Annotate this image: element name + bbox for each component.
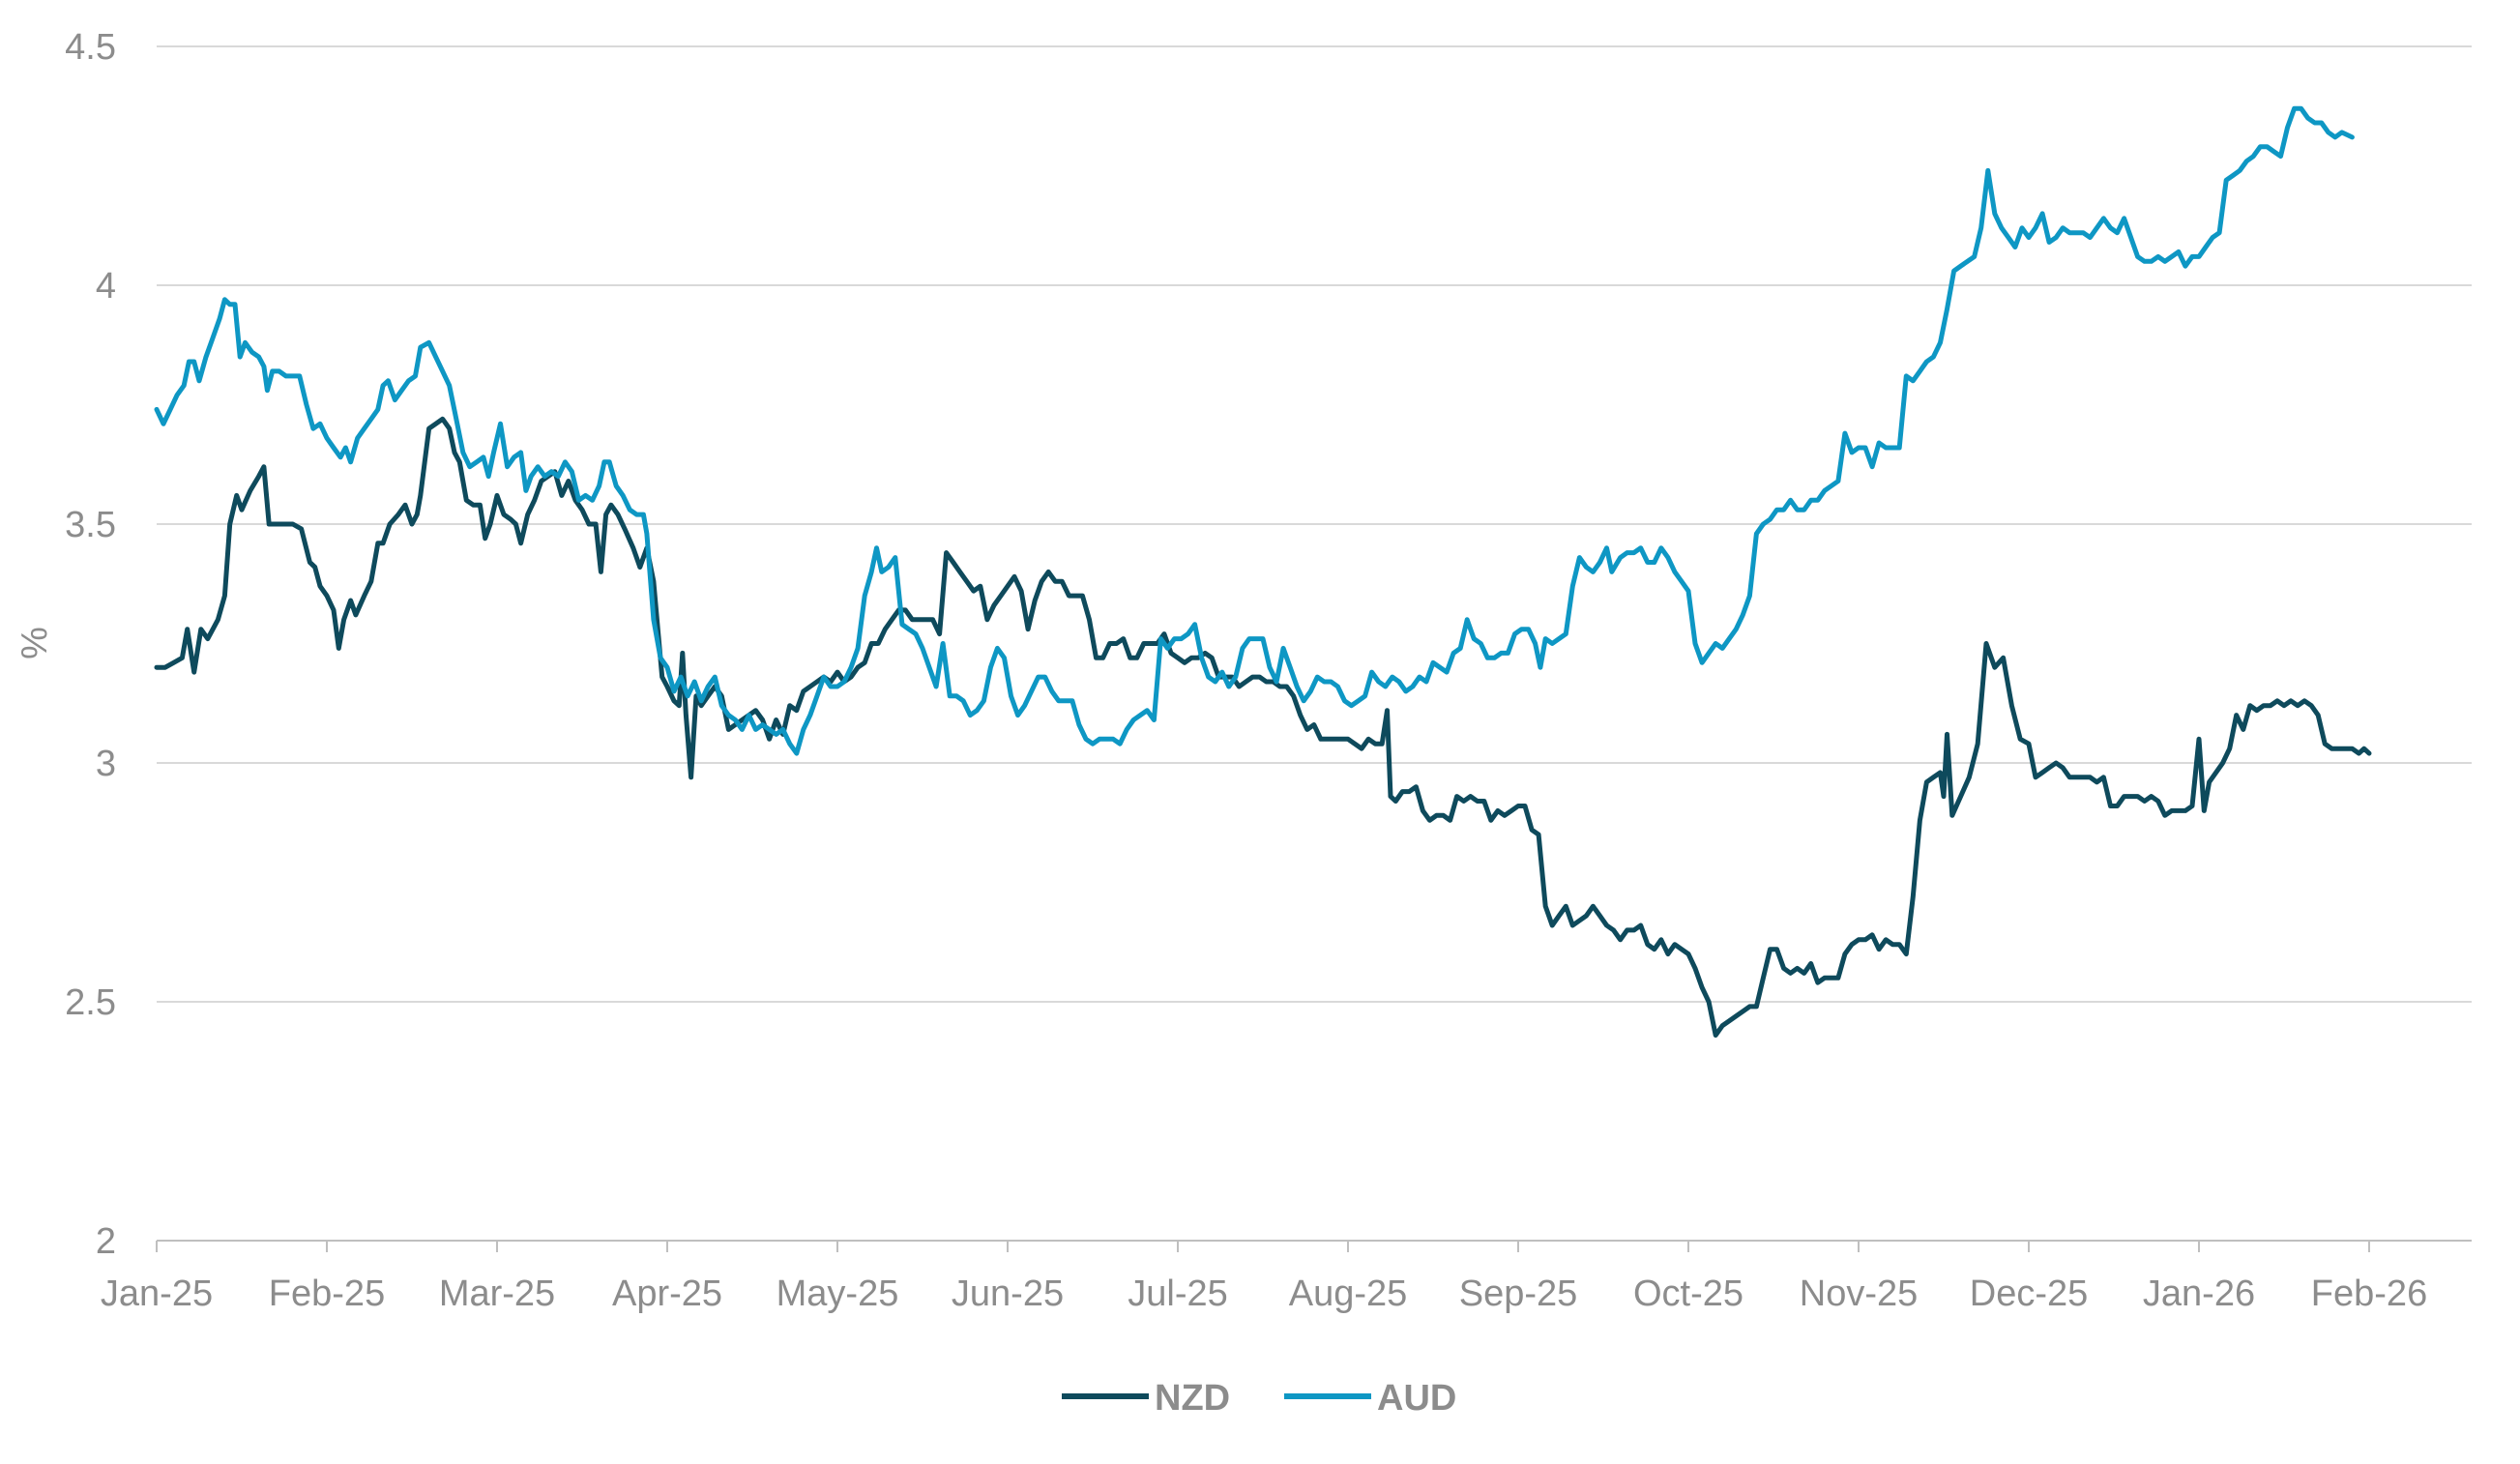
x-tick-label: Jan-26 — [2143, 1274, 2255, 1314]
legend: NZD AUD — [1062, 1378, 1456, 1419]
x-tick-label: Mar-25 — [439, 1274, 555, 1314]
series-lines — [154, 105, 2372, 1039]
x-tick-label: May-25 — [777, 1274, 899, 1314]
x-tick-label: Dec-25 — [1970, 1274, 2089, 1314]
y-tick-label: 3 — [96, 744, 116, 784]
legend-label-aud: AUD — [1377, 1378, 1456, 1419]
x-tick-label: Aug-25 — [1289, 1274, 1408, 1314]
series-line-aud — [154, 105, 2355, 756]
x-tick-label: Jun-25 — [952, 1274, 1064, 1314]
y-tick-label: 4 — [96, 266, 116, 307]
y-axis-ticks: 2 2.5 3 3.5 4 4.5 — [65, 27, 116, 1262]
x-axis: Jan-25 Feb-25 Mar-25 Apr-25 May-25 Jun-25 Jul-… — [101, 1240, 2472, 1314]
x-tick-label: Sep-25 — [1459, 1274, 1578, 1314]
x-tick-label: Feb-26 — [2311, 1274, 2427, 1314]
gridlines — [157, 45, 2472, 1003]
y-tick-label: 4.5 — [65, 27, 116, 68]
legend-label-nzd: NZD — [1155, 1378, 1230, 1419]
y-axis-title: % — [15, 627, 55, 659]
series-line-nzd — [154, 416, 2372, 1039]
y-tick-label: 2.5 — [65, 982, 116, 1023]
y-tick-label: 2 — [96, 1221, 116, 1262]
y-tick-label: 3.5 — [65, 505, 116, 545]
x-tick-label: Apr-25 — [612, 1274, 722, 1314]
x-tick-label: Jul-25 — [1128, 1274, 1228, 1314]
x-tick-label: Oct-25 — [1633, 1274, 1743, 1314]
x-tick-label: Jan-25 — [101, 1274, 213, 1314]
x-tick-label: Feb-25 — [269, 1274, 385, 1314]
x-tick-label: Nov-25 — [1800, 1274, 1919, 1314]
